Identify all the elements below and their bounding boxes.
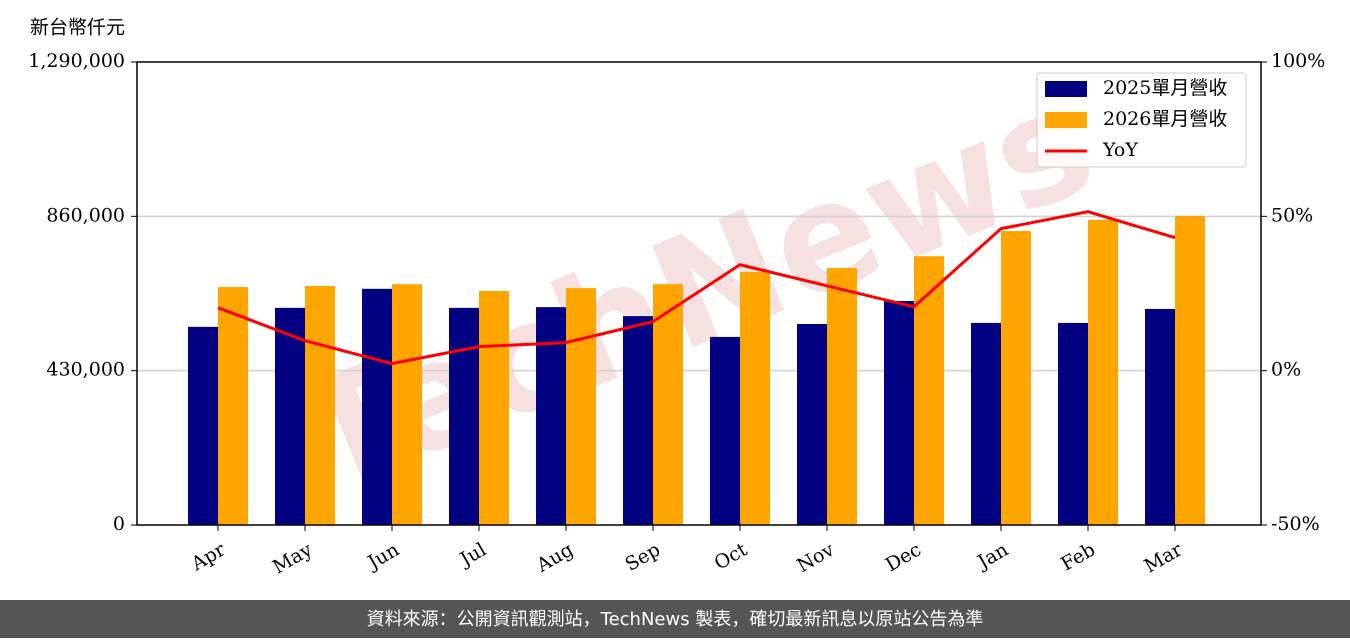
bar bbox=[275, 307, 305, 525]
legend-swatch bbox=[1045, 112, 1087, 128]
legend-label: YoY bbox=[1102, 139, 1138, 161]
x-tick-label: Aug bbox=[532, 539, 577, 578]
x-tick-label: Feb bbox=[1057, 539, 1099, 576]
y-tick-label: 1,290,000 bbox=[28, 50, 125, 72]
bar bbox=[1175, 215, 1205, 525]
bar bbox=[884, 301, 914, 525]
bar bbox=[479, 290, 509, 525]
y-tick-label: 430,000 bbox=[46, 359, 125, 381]
footer: 資料來源：公開資訊觀測站，TechNews 製表，確切最新訊息以原站公告為準 bbox=[367, 609, 984, 630]
x-tick-label: Jun bbox=[362, 539, 403, 575]
line bbox=[217, 210, 1176, 366]
bar bbox=[392, 284, 422, 525]
bar bbox=[740, 271, 770, 525]
bar bbox=[566, 288, 596, 525]
plot-frame bbox=[136, 61, 1262, 526]
footer-band bbox=[0, 600, 1350, 638]
bar bbox=[362, 288, 392, 525]
bar bbox=[1058, 322, 1088, 525]
x-tick-label: Jan bbox=[972, 539, 1012, 575]
legend-label: 2025單月營收 bbox=[1103, 77, 1227, 99]
y2-tick-label: 0% bbox=[1271, 359, 1301, 381]
bar bbox=[710, 336, 740, 525]
bar bbox=[188, 326, 218, 525]
bar bbox=[797, 324, 827, 525]
y2-tick-label: -50% bbox=[1271, 513, 1320, 535]
bar bbox=[536, 307, 566, 525]
bar bbox=[218, 287, 248, 525]
x-tick-label: Oct bbox=[711, 538, 752, 574]
y-axis-label: 新台幣仟元 bbox=[30, 17, 125, 39]
bar bbox=[305, 285, 335, 525]
bar bbox=[1145, 308, 1175, 525]
bar bbox=[1001, 231, 1031, 526]
bar bbox=[971, 322, 1001, 525]
y-tick-label: 860,000 bbox=[46, 204, 125, 226]
bar bbox=[827, 268, 857, 525]
bar bbox=[653, 284, 683, 525]
bar bbox=[1088, 219, 1118, 525]
x-tick-label: Apr bbox=[187, 538, 230, 575]
legend-label: 2026單月營收 bbox=[1103, 108, 1227, 130]
bar bbox=[623, 316, 653, 525]
x-tick-label: Sep bbox=[621, 539, 664, 576]
x-tick-label: May bbox=[269, 538, 316, 578]
y-tick-label: 0 bbox=[113, 513, 125, 535]
legend-swatch bbox=[1045, 81, 1087, 97]
x-tick-label: Dec bbox=[882, 539, 925, 577]
x-tick-label: Mar bbox=[1140, 538, 1186, 577]
bar bbox=[449, 307, 479, 525]
x-tick-label: Nov bbox=[793, 538, 838, 577]
bar bbox=[914, 256, 944, 525]
legend-box bbox=[1036, 72, 1247, 168]
x-tick-label: Jul bbox=[455, 539, 490, 572]
y2-tick-label: 100% bbox=[1271, 50, 1325, 72]
y2-tick-label: 50% bbox=[1271, 204, 1313, 226]
